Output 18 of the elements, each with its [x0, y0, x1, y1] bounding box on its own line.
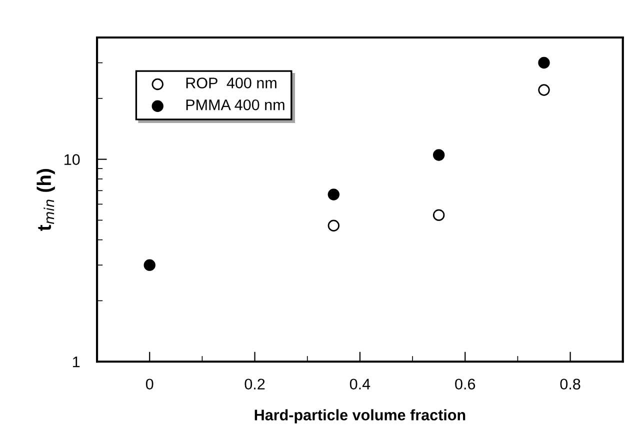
x-tick-label: 0	[146, 378, 154, 390]
point	[432, 149, 445, 161]
point	[144, 259, 156, 271]
point	[538, 56, 550, 69]
point	[432, 209, 445, 221]
point	[328, 220, 340, 232]
x-tick-label: 0.4	[350, 378, 370, 390]
y-tick-label: 10	[64, 154, 80, 165]
y-tick-label: 1	[73, 356, 80, 368]
point	[538, 84, 550, 96]
legend-label: PMMA 400 nm	[186, 99, 284, 110]
x-axis-title: Hard-particle volume fraction	[254, 409, 466, 424]
point	[328, 188, 340, 200]
x-tick-label: 0.8	[560, 378, 580, 390]
x-tick-label: 0.2	[244, 378, 265, 390]
y-axis-title: t$_{min}$ (h)	[36, 169, 55, 231]
x-tick-label: 0.6	[455, 378, 476, 390]
legend-label: ROP 400 nm	[186, 78, 276, 88]
